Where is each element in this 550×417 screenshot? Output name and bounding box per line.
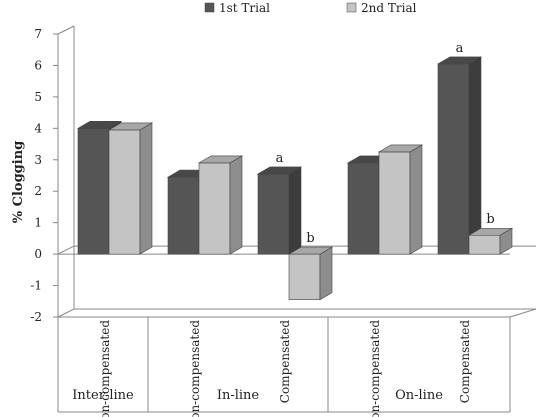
bar-first-trial-front [437, 63, 470, 255]
bar-second-trial-top [107, 122, 154, 131]
y-tick-label: 7 [34, 27, 42, 41]
bar-second-trial-side [139, 122, 153, 255]
significance-letter: a [456, 41, 464, 56]
y-tick-label: 4 [34, 121, 42, 135]
bar-annotations: a b a b [276, 41, 495, 246]
bar-second-trial-top [377, 144, 424, 153]
bar-second-trial [377, 144, 424, 255]
bar-second-trial-front [378, 151, 411, 255]
top-depth-line [57, 25, 75, 35]
legend-swatch [346, 2, 357, 13]
bar-second-trial-top [287, 246, 334, 255]
category-label: Compensated [458, 320, 472, 404]
bar-second-trial-front [108, 129, 141, 255]
bar-first-trial-front [77, 128, 110, 255]
significance-letter: b [306, 231, 314, 246]
y-tick-label: 0 [34, 247, 42, 261]
group-label: In-line [217, 388, 260, 403]
bar-second-trial-top [197, 155, 244, 164]
bar-first-trial-top [436, 56, 483, 65]
bar-second-trial-front [468, 234, 501, 255]
bar-first-trial [256, 166, 303, 255]
bar-first-trial-front [347, 162, 380, 255]
y-axis-label: % Clogging [11, 141, 26, 224]
x-axis-categories: Non-compensated Non-compensated Compensate… [57, 317, 511, 417]
category-label: Compensated [278, 320, 292, 404]
y-tick-label: 3 [34, 153, 42, 167]
bar-second-trial-front [288, 253, 321, 301]
bar-first-trial [436, 56, 483, 255]
bottom-floor-line [57, 308, 537, 318]
y-axis: 7 6 5 4 3 2 1 0 -1 -2 [30, 27, 58, 324]
bar-second-trial [107, 122, 154, 255]
category-label: Non-compensated [368, 320, 382, 417]
y-tick-label: 1 [34, 216, 42, 230]
significance-letter: a [276, 151, 284, 166]
y-tick-label: 5 [34, 90, 42, 104]
group-label: On-line [395, 388, 443, 403]
bar-second-trial-top [467, 227, 514, 236]
group-label: Inter-line [72, 388, 134, 403]
legend-swatch [204, 2, 215, 13]
y-tick-label: 2 [34, 184, 42, 198]
legend-label: 1st Trial [219, 1, 270, 15]
bar-first-trial-front [167, 176, 200, 255]
bar-first-trial-front [257, 173, 290, 255]
legend-label: 2nd Trial [361, 1, 417, 15]
bar-first-trial-side [468, 56, 482, 255]
y-tick-label: -1 [30, 279, 42, 293]
y-tick-label: 6 [34, 58, 42, 72]
significance-letter: b [486, 212, 494, 227]
bar-second-trial [467, 227, 514, 255]
category-label: Non-compensated [98, 320, 112, 417]
bar-first-trial-side [288, 166, 302, 255]
bar-first-trial-top [76, 121, 123, 129]
y-tick-label: -2 [30, 310, 42, 324]
bar-series [76, 56, 514, 301]
bar-second-trial-side [319, 246, 333, 301]
bar-second-trial [197, 155, 244, 255]
bar-first-trial-top [256, 166, 303, 175]
bar-second-trial-side [229, 155, 243, 255]
bar-second-trial-side [409, 144, 423, 255]
bar-second-trial-front [198, 162, 231, 255]
bar-second-trial [287, 246, 334, 301]
category-label: Non-compensated [188, 320, 202, 417]
legend: 1st Trial 2nd Trial [204, 1, 417, 15]
